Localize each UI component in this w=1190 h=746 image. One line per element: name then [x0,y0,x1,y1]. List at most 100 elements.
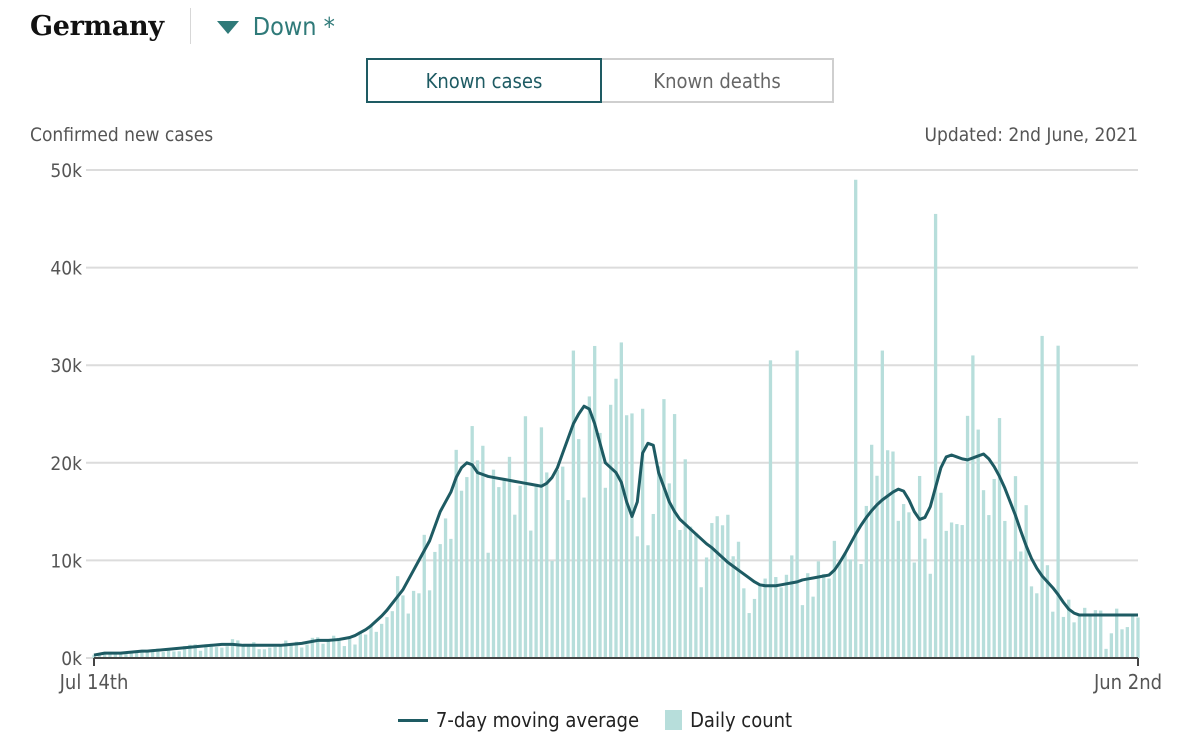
daily-bar [752,598,757,658]
trend-label: Down * [252,11,335,41]
daily-bar [92,654,96,658]
daily-bar [321,643,325,658]
daily-bar [337,637,341,658]
daily-bar [358,631,362,658]
daily-bar [177,651,181,658]
daily-bar [103,653,107,658]
daily-bar [949,522,954,658]
daily-bar [1125,627,1129,658]
daily-bar [870,444,874,658]
daily-bar [790,555,794,658]
daily-bar [912,562,916,658]
daily-bar [310,637,315,658]
daily-bar [454,449,458,658]
daily-bar [278,645,283,658]
daily-bar [843,552,847,658]
y-tick-label: 30k [50,355,82,377]
daily-bar [571,350,576,658]
daily-bar [465,477,469,658]
daily-bar [268,647,272,658]
daily-bar [859,563,863,658]
daily-bar [1083,607,1087,658]
daily-bar [214,647,219,658]
daily-bar [220,647,224,658]
daily-bar [694,532,698,658]
daily-bar [156,648,160,658]
daily-bar [667,483,671,658]
daily-bar [987,515,991,658]
daily-bar [209,643,213,658]
daily-bar [933,213,938,659]
daily-bar [731,556,735,658]
daily-bar [1104,648,1108,658]
daily-bar [896,520,900,658]
daily-bar [619,342,623,658]
daily-bar [294,641,299,658]
daily-bar [854,179,858,658]
daily-bar [640,408,645,658]
daily-bar [1008,560,1012,658]
daily-bar [891,451,895,658]
triangle-down-icon [216,20,239,34]
daily-bar [1013,476,1018,658]
daily-bar [774,577,778,658]
daily-bar [635,536,639,658]
daily-bar [475,460,480,658]
daily-bar [161,652,165,658]
daily-bar [230,639,235,658]
daily-bar [704,557,709,658]
legend-line-swatch [397,718,428,722]
daily-bar [848,559,853,658]
daily-bar [630,413,634,658]
daily-bar [598,432,602,658]
daily-bar [917,475,922,658]
daily-bar [284,640,288,658]
daily-bar [944,530,948,658]
daily-bar [545,472,549,658]
daily-bar [1056,345,1060,658]
daily-bar [395,576,400,658]
daily-bar [422,534,426,658]
daily-bar [832,540,837,658]
daily-bar [672,414,677,658]
daily-bar [364,634,368,658]
daily-bar [172,651,176,658]
daily-bar [252,642,256,658]
daily-bar [758,583,762,658]
daily-bar [875,475,879,658]
daily-bar [955,524,959,658]
daily-bar [603,487,607,658]
daily-bar [1003,520,1007,658]
daily-bar [459,490,464,658]
legend: 7-day moving average Daily count [0,708,1190,732]
daily-bar [662,399,666,658]
daily-bar [534,483,538,658]
daily-bar [374,631,378,658]
daily-bar [923,538,927,658]
tab-known-deaths[interactable]: Known deaths [602,58,834,103]
moving-average-line [93,404,1138,657]
daily-bar [225,646,229,658]
daily-bar [257,649,261,658]
header-divider [189,8,191,44]
daily-bar [976,429,980,658]
daily-bar [188,644,192,658]
daily-bar [326,640,331,658]
daily-bar [342,646,346,658]
daily-bar [901,504,906,658]
daily-bar [113,652,117,658]
daily-bar [124,654,128,658]
daily-bar [491,469,496,658]
tab-known-cases[interactable]: Known cases [366,58,602,103]
daily-bar [502,479,506,658]
daily-bar [822,573,826,658]
daily-bar [1051,611,1055,658]
daily-bar [236,640,240,658]
country-title: Germany [30,10,164,42]
daily-bar [411,590,416,658]
daily-bar [939,492,943,658]
daily-bar [806,573,810,658]
daily-bar [960,525,964,658]
daily-bar [886,450,890,658]
